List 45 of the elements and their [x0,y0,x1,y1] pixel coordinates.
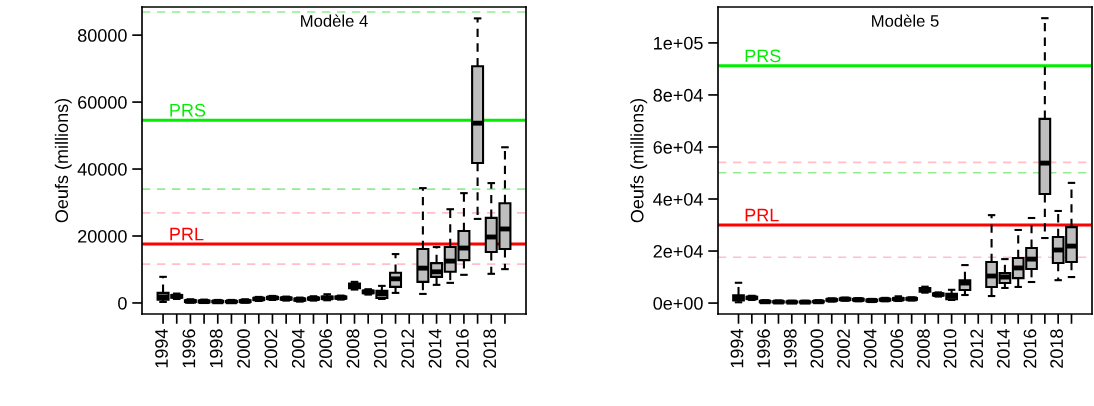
x-tick-label: 2012 [401,329,415,368]
x-tick-label: 2006 [890,329,904,368]
y-tick-label: 0e+00 [653,297,703,310]
x-tick-label: 2002 [837,329,850,368]
x-tick-label: 1996 [182,329,196,368]
y-tick-label: 0 [118,296,127,310]
y-tick-label: 4e+04 [653,192,703,206]
x-tick-label: 2014 [428,329,442,368]
x-tick-label: 2000 [237,329,250,368]
x-tick-label: 2004 [291,329,305,368]
x-tick-label: 2006 [319,329,333,368]
y-axis-title: Oeufs (millions) [54,98,72,223]
y-tick-label: 1e+05 [654,36,703,50]
x-tick-label: 2000 [810,329,824,368]
x-tick-label: 2014 [996,329,1010,368]
x-tick-label: 1998 [783,329,797,368]
x-tick-label: 2010 [943,329,957,368]
y-tick-label: 2e+04 [653,244,703,258]
x-tick-label: 2016 [1023,329,1037,368]
y-tick-label: 80000 [78,29,127,42]
x-tick-label: 2004 [863,329,877,368]
x-tick-label: 1996 [757,329,770,368]
x-tick-label: 1994 [155,329,168,368]
annotation: Modèle 4 [301,14,368,27]
y-tick-label: 20000 [78,229,127,243]
ref-line-label: PRS [170,103,206,117]
y-tick-label: 8e+04 [653,88,703,102]
x-tick-label: 2008 [346,329,360,368]
x-tick-label: 1998 [209,329,223,368]
ref-line-label: PRL [170,227,204,241]
x-tick-label: 2002 [264,329,278,368]
x-tick-label: 1994 [730,329,744,368]
x-tick-label: 2010 [373,329,387,368]
x-tick-label: 2016 [455,329,469,368]
x-tick-label: 2012 [970,329,984,368]
ref-line-label: PRL [745,208,779,222]
y-axis-title: Oeufs (millions) [630,98,648,223]
x-tick-label: 2008 [917,329,930,368]
y-tick-label: 60000 [78,96,127,109]
x-tick-label: 2018 [483,329,497,368]
y-tick-label: 40000 [77,162,127,176]
ref-line-label: PRS [745,49,781,63]
y-tick-label: 6e+04 [653,140,703,154]
annotation: Modèle 5 [872,14,939,27]
x-tick-label: 2018 [1050,329,1064,368]
